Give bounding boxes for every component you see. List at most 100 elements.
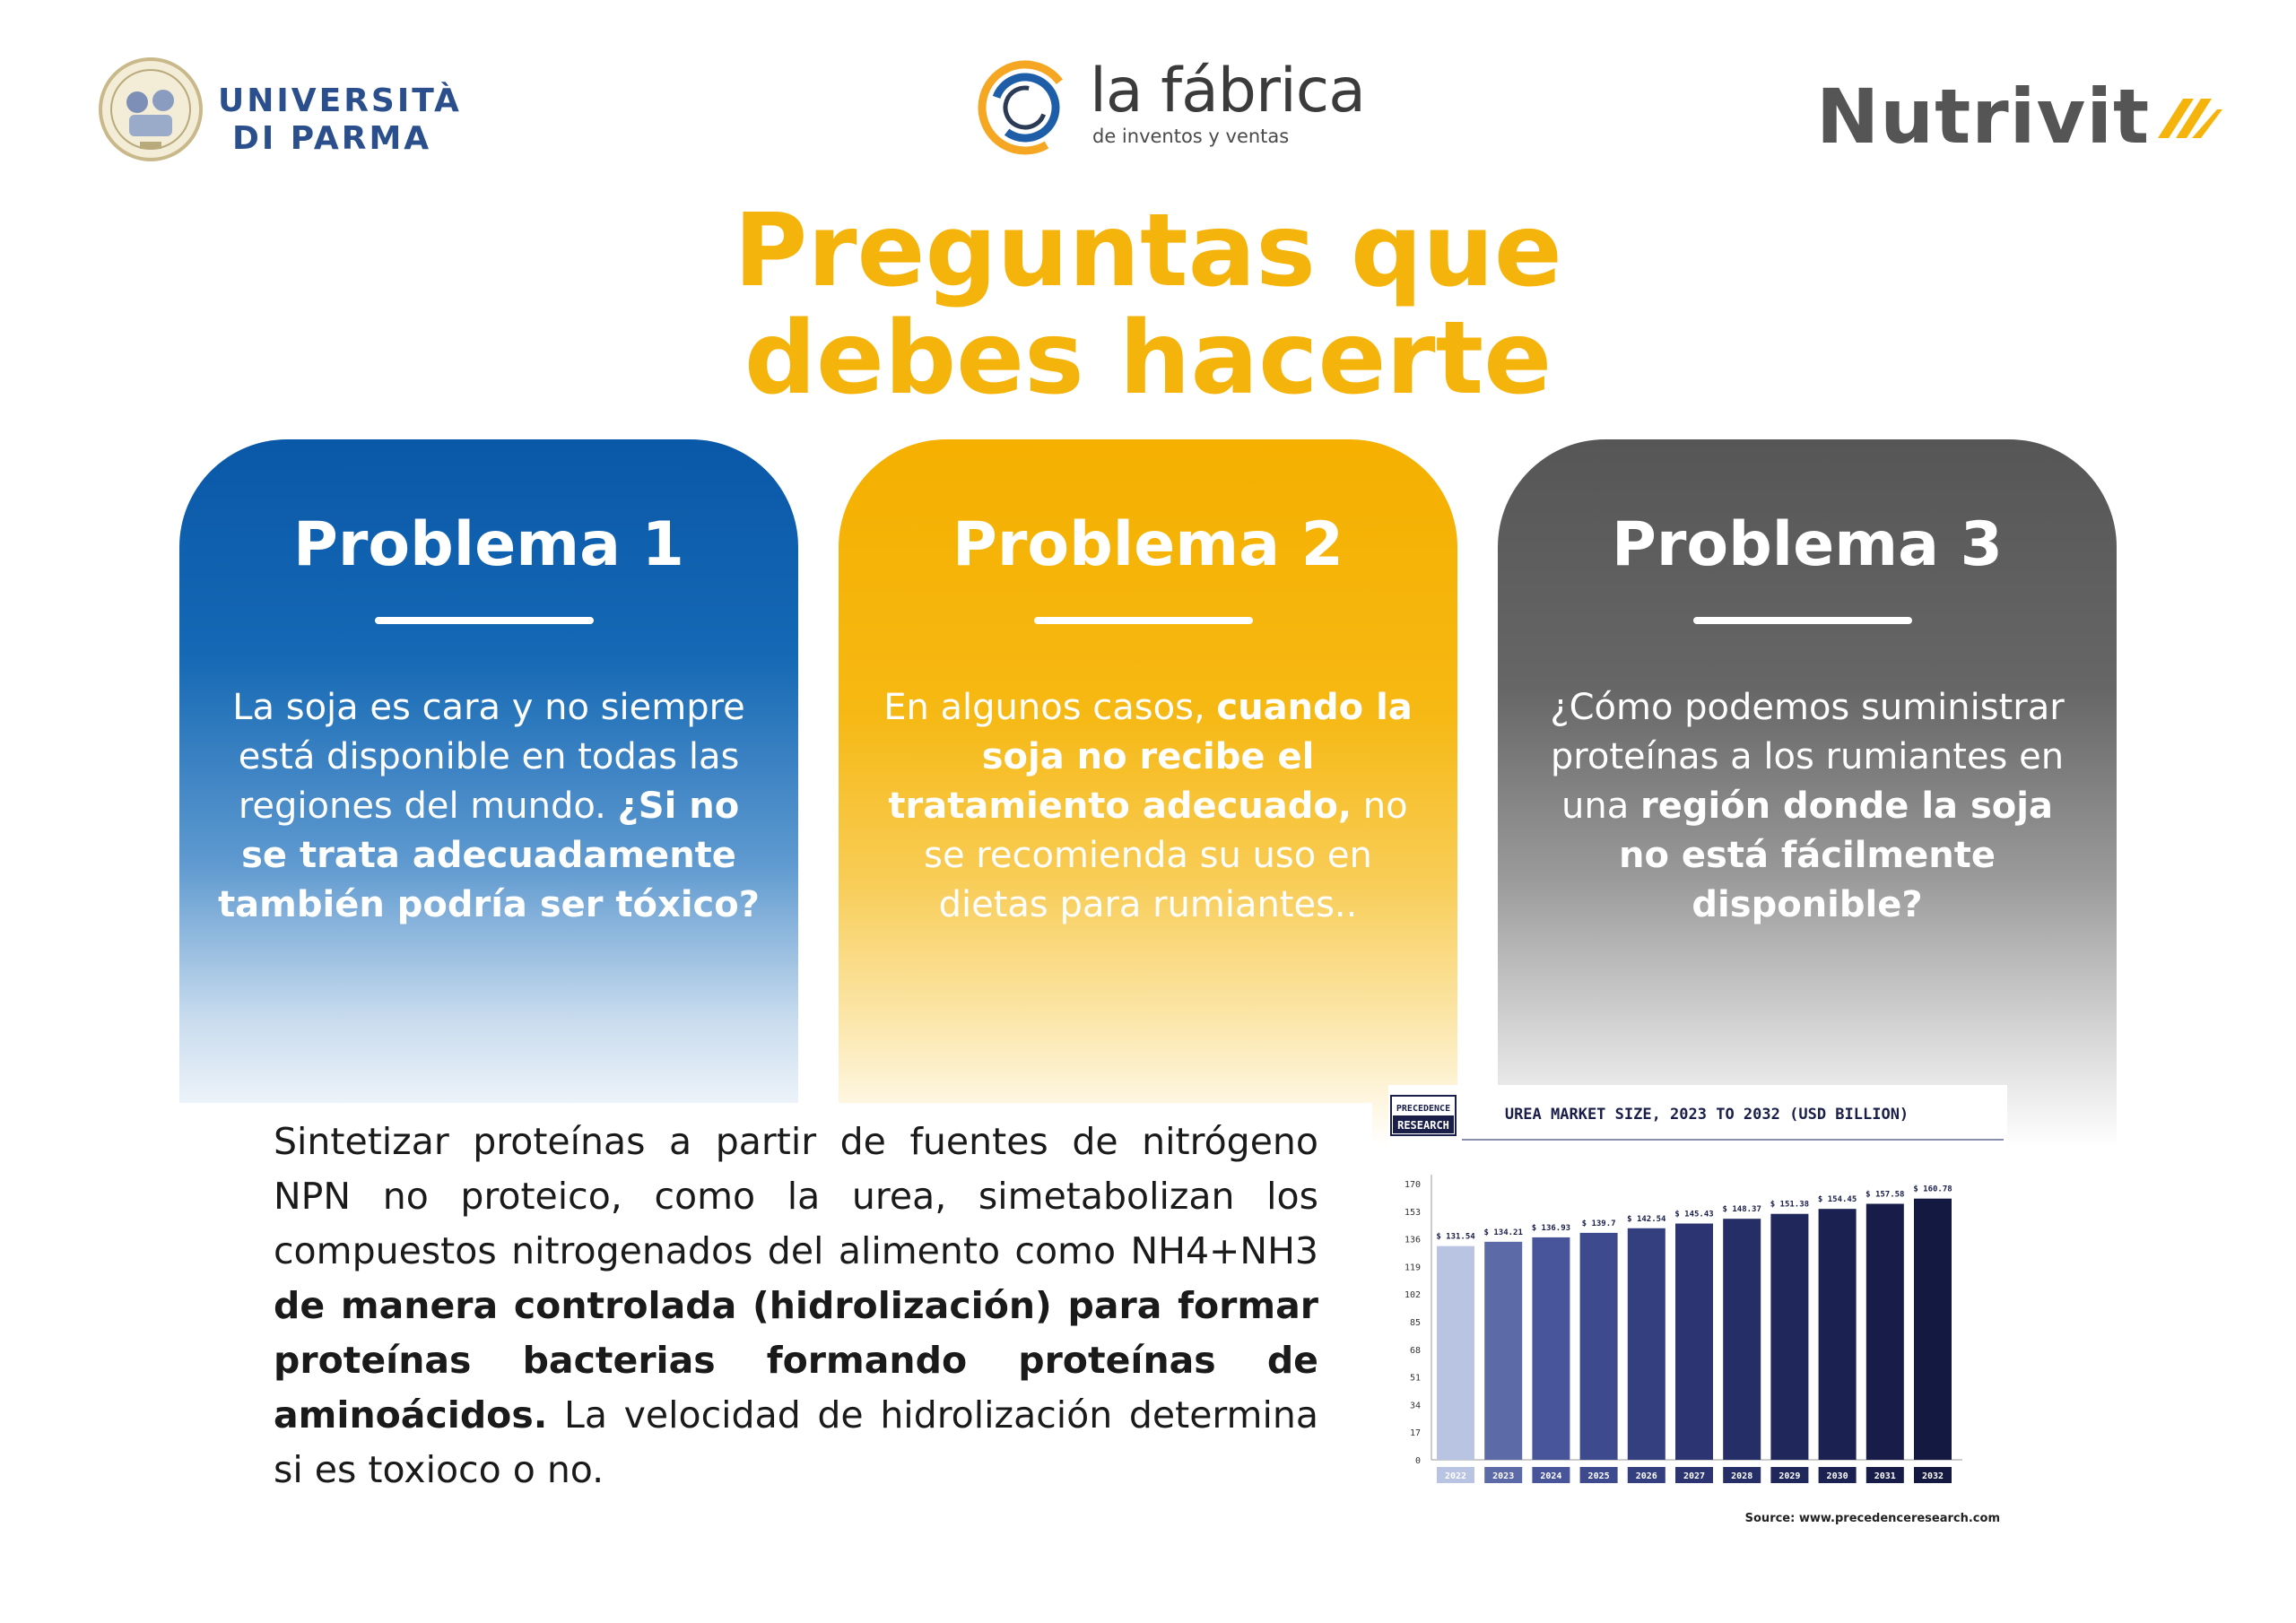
fabrica-title: la fábrica	[1090, 56, 1366, 126]
problem-card-text: En algunos casos, cuando la soja no reci…	[874, 683, 1422, 930]
x-tick-label: 2024	[1540, 1471, 1561, 1481]
x-tick-box	[1914, 1467, 1952, 1483]
la-fabrica-logo: la fábrica de inventos y ventas	[973, 52, 1366, 169]
problem-card-2: Problema 2 En algunos casos, cuando la s…	[839, 439, 1457, 1148]
chart-bar	[1818, 1209, 1857, 1460]
problem-card-text: La soja es cara y no siempre está dispon…	[215, 683, 762, 930]
body-panel	[179, 1103, 1372, 1497]
brand-line2: RESEARCH	[1397, 1119, 1449, 1132]
y-tick-label: 153	[1405, 1208, 1421, 1218]
x-tick-label: 2029	[1779, 1471, 1800, 1481]
university-seal-icon	[99, 57, 203, 161]
chart-bar	[1866, 1203, 1904, 1460]
chart-title: UREA MARKET SIZE, 2023 TO 2032 (USD BILL…	[1505, 1106, 1909, 1124]
bar-data-label: $ 142.54	[1627, 1215, 1666, 1224]
chart-bar	[1532, 1237, 1570, 1460]
chart-bar	[1437, 1245, 1474, 1460]
brand-box-fill	[1393, 1115, 1454, 1133]
nutrivit-name: Nutrivit	[1816, 73, 2151, 161]
bar-data-label: $ 139.7	[1582, 1219, 1616, 1228]
x-tick-box	[1770, 1467, 1809, 1483]
problem-card-title: Problema 1	[293, 509, 684, 580]
x-tick-label: 2031	[1874, 1471, 1896, 1481]
page-title-line1: Preguntas que	[734, 193, 1562, 309]
card-text-bold: región donde la soja no está fácilmente …	[1619, 785, 2053, 925]
bar-data-label: $ 136.93	[1532, 1224, 1570, 1233]
x-tick-label: 2030	[1827, 1471, 1848, 1481]
problem-card-text: ¿Cómo podemos suministrar proteínas a lo…	[1534, 683, 2081, 930]
problem-card-title: Problema 3	[1612, 509, 2003, 580]
bar-data-label: $ 157.58	[1866, 1191, 1904, 1200]
bar-data-label: $ 160.78	[1913, 1185, 1952, 1194]
x-tick-box	[1437, 1467, 1474, 1483]
card-text-after: no se recomienda su uso en dietas para r…	[924, 785, 1408, 925]
bar-data-label: $ 145.43	[1674, 1211, 1713, 1219]
title-underline	[1693, 617, 1912, 624]
problem-card-3: Problema 3 ¿Cómo podemos suministrar pro…	[1498, 439, 2117, 1148]
card-text-normal: En algunos casos,	[883, 687, 1217, 728]
chart-bar	[1770, 1213, 1809, 1460]
nutrivit-logo: Nutrivit	[1816, 72, 2229, 161]
problem-card-1: Problema 1 La soja es cara y no siempre …	[179, 439, 798, 1148]
chart-bar	[1484, 1241, 1523, 1460]
y-tick-label: 170	[1405, 1180, 1421, 1190]
y-tick-label: 85	[1410, 1318, 1421, 1328]
chart-bar	[1675, 1223, 1713, 1460]
x-tick-box	[1675, 1467, 1713, 1483]
page-title-line2: debes hacerte	[744, 300, 1552, 417]
universita-di-parma-logo: UNIVERSITÀ DI PARMA	[97, 56, 459, 172]
y-tick-label: 0	[1415, 1456, 1421, 1466]
fabrica-subtitle: de inventos y ventas	[1092, 126, 1290, 147]
body-text-part1: Sintetizar proteínas a partir de fuentes…	[274, 1120, 1318, 1272]
title-underline	[1034, 617, 1253, 624]
title-rule	[1462, 1139, 2004, 1141]
x-tick-label: 2032	[1922, 1471, 1944, 1481]
nutrivit-leaf-mark-icon	[2158, 99, 2222, 138]
x-tick-box	[1579, 1467, 1618, 1483]
x-tick-box	[1484, 1467, 1523, 1483]
chart-svg: PRECEDENCE RESEARCH UREA MARKET SIZE, 20…	[1388, 1085, 2007, 1511]
y-tick-label: 17	[1410, 1428, 1421, 1438]
x-tick-label: 2028	[1731, 1471, 1752, 1481]
title-underline	[375, 617, 594, 624]
card-text-bold: ¿Si no se trata adecuadamente también po…	[218, 785, 760, 925]
y-tick-label: 102	[1405, 1290, 1421, 1300]
problem-card-title: Problema 2	[952, 509, 1344, 580]
y-tick-label: 136	[1405, 1236, 1421, 1245]
x-tick-label: 2025	[1588, 1471, 1610, 1481]
chart-bar	[1627, 1228, 1665, 1460]
x-tick-box	[1532, 1467, 1570, 1483]
x-tick-label: 2022	[1445, 1471, 1466, 1481]
page-title: Preguntas que debes hacerte	[0, 197, 2296, 412]
card-text-normal: La soja es cara y no siempre está dispon…	[232, 687, 745, 827]
body-text-part3: La velocidad de hidrolización determina …	[274, 1393, 1318, 1491]
y-tick-label: 119	[1405, 1263, 1421, 1272]
bar-data-label: $ 151.38	[1770, 1201, 1809, 1210]
y-tick-label: 68	[1410, 1346, 1421, 1356]
y-tick-label: 34	[1410, 1401, 1421, 1410]
chart-source: Source: www.precedenceresearch.com	[1744, 1512, 2000, 1525]
bar-data-label: $ 154.45	[1818, 1195, 1857, 1204]
chart-bar	[1579, 1232, 1618, 1460]
chart-bar	[1914, 1198, 1952, 1460]
x-tick-label: 2026	[1636, 1471, 1657, 1481]
x-tick-label: 2027	[1683, 1471, 1705, 1481]
x-tick-box	[1627, 1467, 1665, 1483]
bar-data-label: $ 134.21	[1484, 1228, 1523, 1237]
chart-bar	[1723, 1219, 1761, 1460]
x-tick-box	[1818, 1467, 1857, 1483]
bar-data-label: $ 131.54	[1436, 1233, 1475, 1242]
brand-line1: PRECEDENCE	[1396, 1104, 1450, 1114]
card-text-normal: ¿Cómo podemos suministrar proteínas a lo…	[1550, 687, 2065, 827]
y-tick-label: 51	[1410, 1374, 1421, 1384]
body-text-bold: de manera controlada (hidrolización) par…	[274, 1284, 1318, 1436]
fabrica-ring-icon	[978, 60, 1073, 155]
university-name-line1: UNIVERSITÀ	[218, 82, 462, 119]
x-tick-box	[1723, 1467, 1761, 1483]
bar-data-label: $ 148.37	[1723, 1205, 1761, 1214]
body-paragraph: Sintetizar proteínas a partir de fuentes…	[274, 1115, 1318, 1497]
university-name-line2: DI PARMA	[232, 120, 432, 157]
card-text-bold: cuando la soja no recibe el tratamiento …	[888, 687, 1413, 827]
x-tick-box	[1866, 1467, 1904, 1483]
urea-market-chart: PRECEDENCE RESEARCH UREA MARKET SIZE, 20…	[1388, 1085, 2007, 1538]
